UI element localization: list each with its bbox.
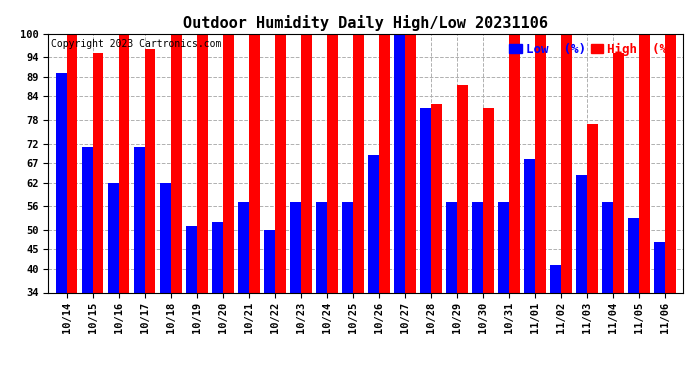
Bar bbox=[197, 34, 208, 375]
Bar bbox=[186, 226, 197, 375]
Bar bbox=[576, 175, 586, 375]
Bar bbox=[212, 222, 223, 375]
Bar bbox=[301, 34, 312, 375]
Bar bbox=[639, 34, 650, 375]
Bar bbox=[290, 202, 301, 375]
Bar bbox=[509, 34, 520, 375]
Bar bbox=[134, 147, 145, 375]
Bar bbox=[550, 265, 561, 375]
Bar bbox=[342, 202, 353, 375]
Bar bbox=[145, 50, 155, 375]
Bar bbox=[248, 34, 259, 375]
Text: Copyright 2023 Cartronics.com: Copyright 2023 Cartronics.com bbox=[52, 39, 222, 49]
Bar bbox=[586, 124, 598, 375]
Bar bbox=[457, 85, 468, 375]
Bar bbox=[316, 202, 326, 375]
Bar bbox=[431, 104, 442, 375]
Bar bbox=[66, 34, 77, 375]
Bar bbox=[524, 159, 535, 375]
Bar bbox=[446, 202, 457, 375]
Title: Outdoor Humidity Daily High/Low 20231106: Outdoor Humidity Daily High/Low 20231106 bbox=[184, 15, 548, 31]
Bar bbox=[56, 73, 66, 375]
Bar bbox=[483, 108, 494, 375]
Bar bbox=[535, 34, 546, 375]
Bar bbox=[394, 34, 405, 375]
Bar bbox=[654, 242, 665, 375]
Bar bbox=[472, 202, 483, 375]
Bar bbox=[170, 34, 181, 375]
Bar bbox=[237, 202, 248, 375]
Bar bbox=[498, 202, 509, 375]
Bar bbox=[405, 34, 415, 375]
Bar bbox=[613, 53, 624, 375]
Bar bbox=[326, 34, 337, 375]
Bar bbox=[628, 218, 639, 375]
Bar bbox=[223, 34, 233, 375]
Bar bbox=[602, 202, 613, 375]
Bar bbox=[81, 147, 92, 375]
Bar bbox=[108, 183, 119, 375]
Bar bbox=[420, 108, 431, 375]
Bar bbox=[275, 34, 286, 375]
Bar bbox=[561, 34, 572, 375]
Bar bbox=[92, 53, 104, 375]
Bar bbox=[665, 34, 676, 375]
Bar bbox=[159, 183, 170, 375]
Bar bbox=[379, 34, 390, 375]
Bar bbox=[368, 155, 379, 375]
Bar bbox=[119, 34, 130, 375]
Bar bbox=[353, 34, 364, 375]
Legend: Low  (%), High  (%): Low (%), High (%) bbox=[507, 40, 677, 58]
Bar bbox=[264, 230, 275, 375]
